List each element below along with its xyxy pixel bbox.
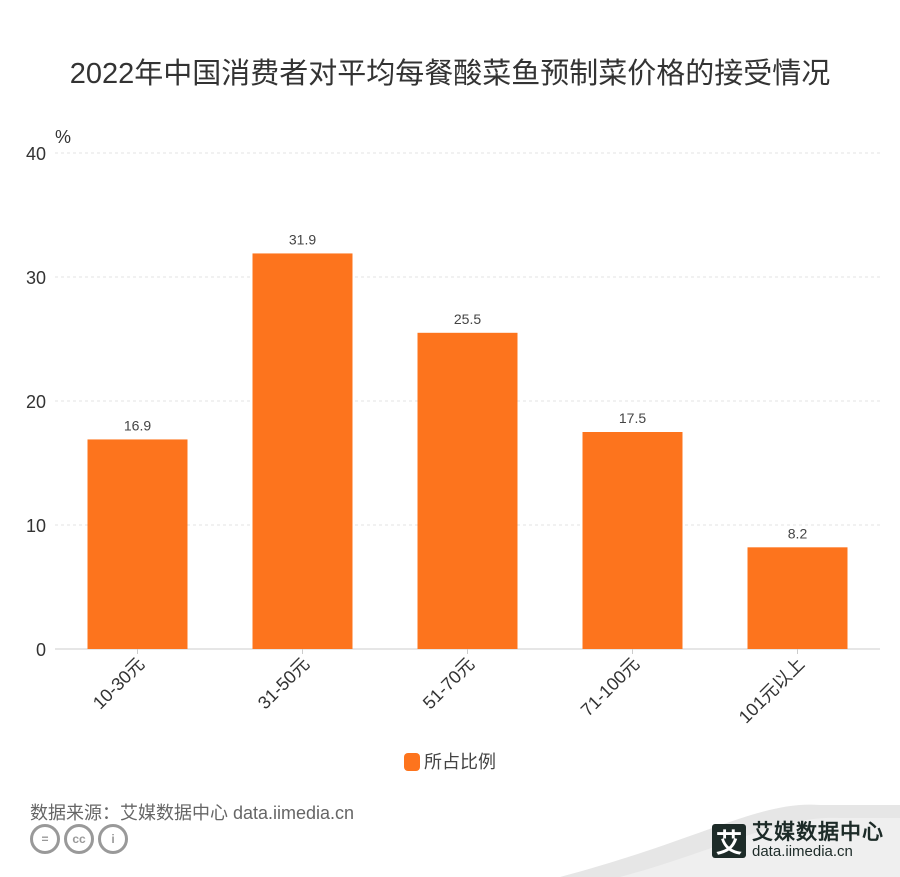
y-tick-label: 30 [26, 268, 46, 288]
brand-logo: 艾 艾媒数据中心 data.iimedia.cn [712, 822, 884, 860]
legend-swatch [404, 753, 420, 771]
x-tick-label: 71-100元 [577, 654, 644, 721]
legend[interactable]: 所占比例 [0, 748, 900, 774]
y-tick-label: 0 [36, 640, 46, 660]
cc-nd-icon: = [30, 824, 60, 854]
chart-title: 2022年中国消费者对平均每餐酸菜鱼预制菜价格的接受情况 [69, 58, 831, 90]
data-label: 17.5 [619, 410, 646, 426]
data-label: 25.5 [454, 311, 481, 327]
data-label: 16.9 [124, 417, 151, 433]
data-label: 31.9 [289, 231, 316, 247]
x-tick-label: 101元以上 [735, 654, 809, 728]
y-tick-label: 20 [26, 392, 46, 412]
bar [417, 332, 518, 649]
bar-chart: 0 10 20 30 40% 16.9 10-30元 31.9 31-50元 25.5 51-70元… [26, 127, 880, 728]
legend-label: 所占比例 [424, 752, 496, 772]
bar [582, 432, 683, 649]
brand-name: 艾媒数据中心 [752, 821, 884, 844]
x-tick-label: 10-30元 [89, 654, 148, 713]
brand-url: data.iimedia.cn [752, 843, 853, 860]
data-label: 8.2 [788, 525, 808, 541]
license-icons: = cc i [30, 824, 128, 854]
cc-by-icon: i [98, 824, 128, 854]
bar [87, 439, 188, 649]
bar [747, 547, 848, 649]
bar [252, 253, 353, 649]
y-tick-label: 10 [26, 516, 46, 536]
y-tick-label: 40 [26, 144, 46, 164]
x-tick-label: 31-50元 [254, 654, 313, 713]
data-source: 数据来源：艾媒数据中心 data.iimedia.cn [30, 803, 355, 823]
x-tick-label: 51-70元 [419, 654, 478, 713]
brand-logo-mark: 艾 [712, 824, 746, 858]
y-axis-unit: % [55, 127, 71, 147]
cc-icon: cc [64, 824, 94, 854]
